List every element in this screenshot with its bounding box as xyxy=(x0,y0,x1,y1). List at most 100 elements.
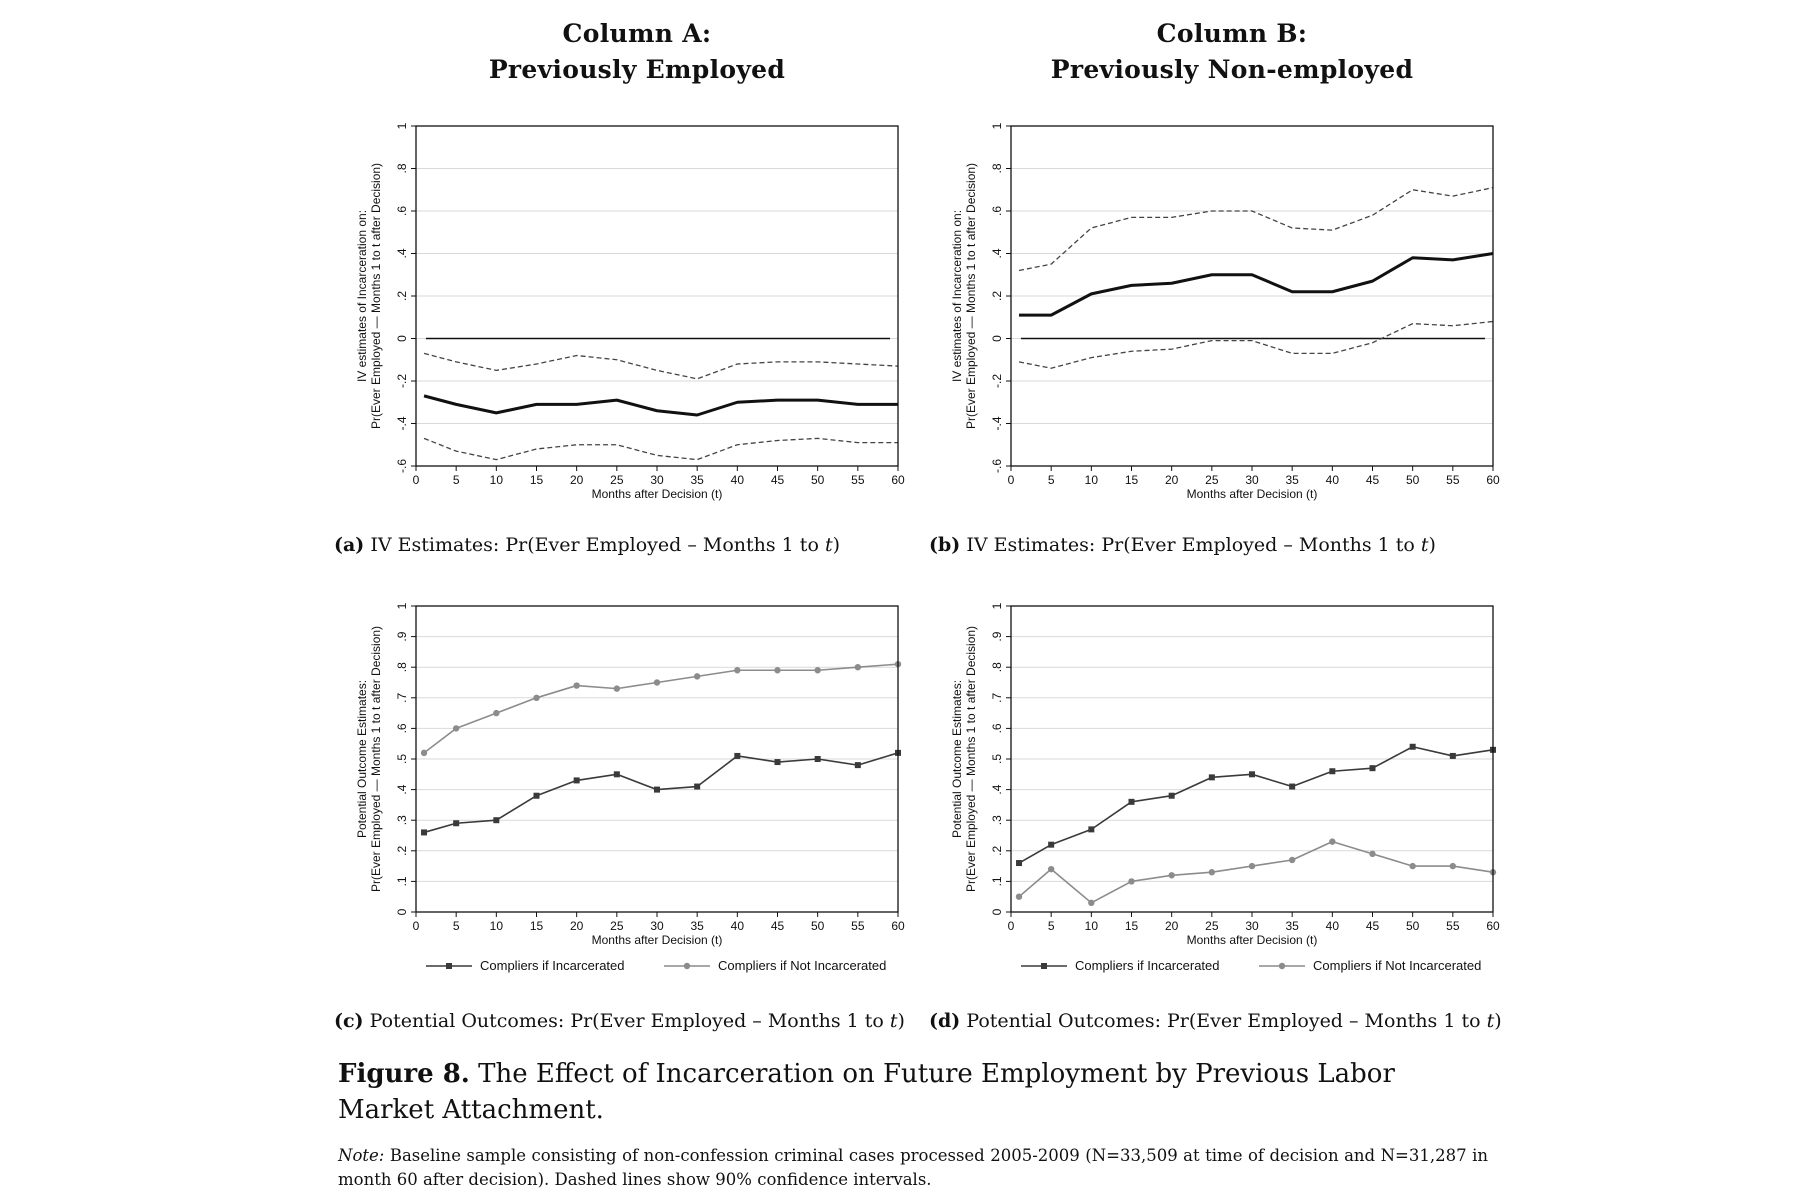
chart-c-xtick-label-2: 10 xyxy=(490,919,504,933)
chart-d-xtick-label-10: 50 xyxy=(1406,919,1420,933)
chart-d-xtick-label-7: 35 xyxy=(1285,919,1299,933)
chart-b-xtick-label-9: 45 xyxy=(1366,473,1380,487)
column-a-title-line1: Column A: xyxy=(562,19,712,48)
chart-c-point-incarcerated-8 xyxy=(734,752,741,759)
chart-a-ytick-label-5: .4 xyxy=(395,248,409,258)
chart-a-ylabel-line-1: Pr(Ever Employed — Months 1 to t after D… xyxy=(369,163,383,429)
chart-d-xtick-label-2: 10 xyxy=(1085,919,1099,933)
chart-d-ytick-label-1: .1 xyxy=(990,876,1004,886)
chart-b-ytick-label-6: .6 xyxy=(990,206,1004,216)
chart-a-ytick-label-1: -.4 xyxy=(395,416,409,430)
chart-c-point-not_incarcerated-5 xyxy=(613,685,621,692)
chart-d-legend-label-0: Compliers if Incarcerated xyxy=(1075,958,1220,973)
chart-a-ytick-label-7: .8 xyxy=(395,163,409,173)
chart-c-point-incarcerated-5 xyxy=(613,771,620,778)
chart-c-point-not_incarcerated-10 xyxy=(814,667,821,674)
chart-a-xtick-label-9: 45 xyxy=(771,473,785,487)
chart-d-point-incarcerated-7 xyxy=(1289,783,1296,790)
chart-d-point-not_incarcerated-4 xyxy=(1168,872,1175,879)
caption-c-label: (c) xyxy=(334,1010,364,1032)
chart-a-series-ci_lower xyxy=(423,437,898,461)
caption-a: (a) IV Estimates: Pr(Ever Employed – Mon… xyxy=(334,534,840,556)
chart-c-xtick-label-12: 60 xyxy=(891,919,905,933)
chart-d-point-incarcerated-2 xyxy=(1088,826,1095,833)
chart-b-ytick-label-5: .4 xyxy=(990,248,1004,258)
chart-d-series-incarcerated xyxy=(1018,745,1494,864)
chart-b-ytick-label-3: 0 xyxy=(990,335,1004,342)
chart-d-point-incarcerated-1 xyxy=(1048,841,1055,848)
chart-d-point-not_incarcerated-11 xyxy=(1449,862,1457,870)
chart-a: 0 5 10 15 20 25 30 35 40 45 50 55 60 -.6 -.4 -.2 0 .2 .4 .6… xyxy=(355,122,905,501)
chart-c-point-incarcerated-3 xyxy=(533,792,540,799)
chart-d-legend-marker-1 xyxy=(1278,962,1286,970)
chart-c-ytick-label-0: 0 xyxy=(395,908,409,915)
chart-d-point-not_incarcerated-9 xyxy=(1369,850,1376,858)
chart-d-point-not_incarcerated-7 xyxy=(1288,856,1296,864)
chart-b: 0 5 10 15 20 25 30 35 40 45 50 55 60 -.6 -.4 -.2 0 .2 .4 .6… xyxy=(950,122,1500,501)
chart-b-ylabel-line-0: IV estimates of Incarceration on: xyxy=(950,210,964,382)
chart-c-xtick-label-5: 25 xyxy=(610,919,624,933)
chart-c-xtick-label-3: 15 xyxy=(530,919,544,933)
figure-caption-text: The Effect of Incarceration on Future Em… xyxy=(338,1059,1395,1125)
chart-a-xtick-label-11: 55 xyxy=(851,473,865,487)
caption-c-var: t xyxy=(889,1010,898,1032)
chart-a-xtick-label-5: 25 xyxy=(610,473,624,487)
chart-b-xtick-label-10: 50 xyxy=(1406,473,1420,487)
chart-c-xtick-label-6: 30 xyxy=(650,919,664,933)
caption-b-text: IV Estimates: Pr(Ever Employed – Months … xyxy=(966,534,1421,556)
chart-c-point-not_incarcerated-1 xyxy=(452,725,460,732)
chart-c-ylabel-line-0: Potential Outcome Estimates: xyxy=(355,680,369,838)
chart-b-ytick-label-1: -.4 xyxy=(990,416,1004,430)
chart-c-point-not_incarcerated-6 xyxy=(653,679,661,686)
caption-b-label: (b) xyxy=(929,534,961,556)
chart-d-point-incarcerated-5 xyxy=(1208,774,1215,781)
chart-d-point-not_incarcerated-1 xyxy=(1047,865,1055,873)
chart-d-point-incarcerated-10 xyxy=(1409,743,1416,750)
chart-c-xtick-label-11: 55 xyxy=(851,919,865,933)
column-a-title: Column A: Previously Employed xyxy=(407,16,867,88)
chart-a-ytick-label-6: .6 xyxy=(395,206,409,216)
chart-d-point-incarcerated-9 xyxy=(1369,765,1376,772)
chart-b-ytick-label-8: 1 xyxy=(990,122,1004,129)
caption-a-label: (a) xyxy=(334,534,365,556)
chart-d-point-not_incarcerated-0 xyxy=(1015,893,1023,900)
chart-c-ytick-label-7: .7 xyxy=(395,692,409,702)
caption-d-text: Potential Outcomes: Pr(Ever Employed – M… xyxy=(966,1010,1487,1032)
chart-d-ytick-label-4: .4 xyxy=(990,784,1004,794)
chart-d-xtick-label-4: 20 xyxy=(1165,919,1179,933)
chart-c-point-incarcerated-11 xyxy=(854,762,861,769)
caption-c-close: ) xyxy=(897,1010,905,1032)
chart-c-ytick-label-8: .8 xyxy=(395,662,409,672)
chart-a-ytick-label-3: 0 xyxy=(395,335,409,342)
chart-b-ytick-label-4: .2 xyxy=(990,291,1004,301)
chart-d-ytick-label-8: .8 xyxy=(990,662,1004,672)
chart-d-ytick-label-5: .5 xyxy=(990,754,1004,764)
chart-b-xtick-label-5: 25 xyxy=(1205,473,1219,487)
chart-d-xtick-label-5: 25 xyxy=(1205,919,1219,933)
chart-a-ylabel-line-0: IV estimates of Incarceration on: xyxy=(355,210,369,382)
chart-d-legend-label-1: Compliers if Not Incarcerated xyxy=(1313,958,1481,973)
chart-c-legend-marker-0 xyxy=(446,963,452,969)
chart-d-ytick-label-9: .9 xyxy=(990,631,1004,641)
chart-c-point-not_incarcerated-8 xyxy=(734,667,741,674)
chart-d-ylabel-line-0: Potential Outcome Estimates: xyxy=(950,680,964,838)
chart-c-xtick-label-4: 20 xyxy=(570,919,584,933)
chart-c-xtick-label-10: 50 xyxy=(811,919,825,933)
figure-note: Note: Baseline sample consisting of non-… xyxy=(338,1144,1488,1192)
chart-a-xtick-label-8: 40 xyxy=(731,473,745,487)
chart-d-point-incarcerated-4 xyxy=(1168,792,1175,799)
chart-d-point-not_incarcerated-2 xyxy=(1088,899,1095,907)
chart-d-ytick-label-0: 0 xyxy=(990,908,1004,915)
chart-b-xtick-label-12: 60 xyxy=(1486,473,1500,487)
chart-b-series-ci_upper xyxy=(1018,186,1494,272)
chart-d-ytick-label-2: .2 xyxy=(990,845,1004,855)
chart-a-xtick-label-12: 60 xyxy=(891,473,905,487)
chart-b-xtick-label-8: 40 xyxy=(1326,473,1340,487)
chart-a-series-ci_upper xyxy=(423,352,899,380)
chart-b-xtick-label-7: 35 xyxy=(1285,473,1299,487)
chart-a-xtick-label-4: 20 xyxy=(570,473,584,487)
chart-c-series-not_incarcerated xyxy=(423,663,899,754)
chart-c-ytick-label-4: .4 xyxy=(395,784,409,794)
chart-c: 0 5 10 15 20 25 30 35 40 45 50 55 60 0 .1 .2 .3 .4 .5 .6 .7.… xyxy=(355,602,905,973)
chart-d-legend-marker-0 xyxy=(1041,963,1047,969)
